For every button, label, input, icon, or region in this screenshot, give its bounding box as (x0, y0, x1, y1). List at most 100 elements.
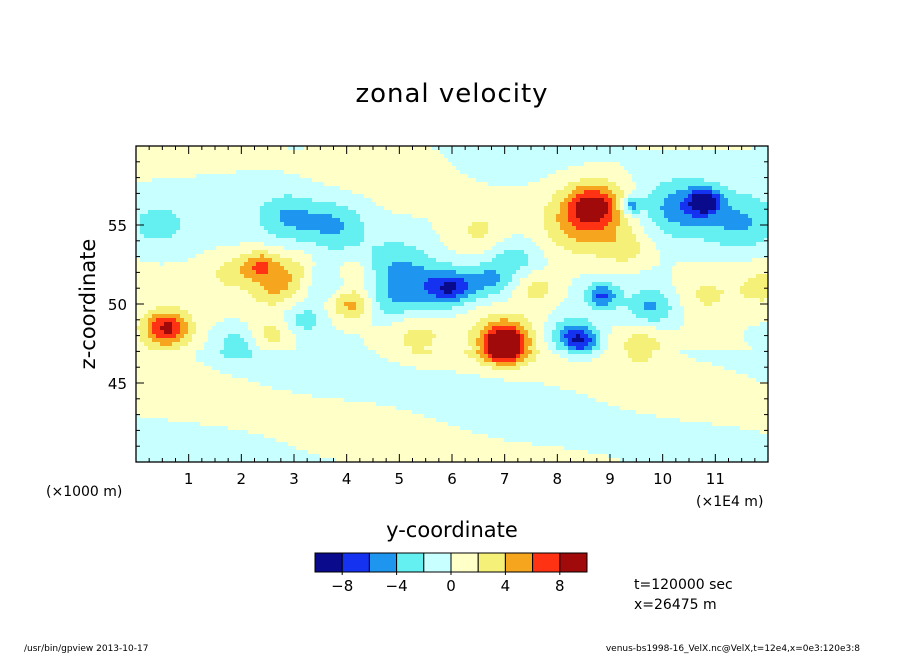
heatmap-cell (640, 182, 645, 187)
heatmap-cell (268, 258, 273, 263)
heatmap-cell (368, 186, 373, 191)
heatmap-cell (356, 226, 361, 231)
heatmap-cell (352, 162, 357, 167)
heatmap-cell (688, 218, 693, 223)
heatmap-cell (744, 222, 749, 227)
heatmap-cell (252, 218, 257, 223)
heatmap-cell (292, 178, 297, 183)
heatmap-cell (676, 234, 681, 239)
heatmap-cell (192, 218, 197, 223)
heatmap-cell (296, 178, 301, 183)
heatmap-cell (160, 254, 165, 259)
heatmap-cell (464, 242, 469, 247)
heatmap-cell (636, 206, 641, 211)
heatmap-cell (628, 154, 633, 159)
heatmap-cell (700, 170, 705, 175)
heatmap-cell (552, 266, 557, 271)
heatmap-cell (344, 170, 349, 175)
heatmap-cell (704, 214, 709, 219)
heatmap-cell (504, 186, 509, 191)
heatmap-cell (256, 254, 261, 259)
heatmap-cell (484, 198, 489, 203)
heatmap-cell (464, 254, 469, 259)
heatmap-cell (156, 206, 161, 211)
heatmap-cell (636, 178, 641, 183)
heatmap-cell (704, 178, 709, 183)
heatmap-cell (624, 206, 629, 211)
heatmap-cell (176, 178, 181, 183)
heatmap-cell (572, 174, 577, 179)
heatmap-cell (168, 226, 173, 231)
heatmap-cell (456, 158, 461, 163)
heatmap-cell (420, 174, 425, 179)
heatmap-cell (140, 242, 145, 247)
heatmap-cell (648, 230, 653, 235)
heatmap-cell (700, 206, 705, 211)
heatmap-cell (576, 250, 581, 255)
heatmap-cell (500, 202, 505, 207)
heatmap-cell (676, 250, 681, 255)
heatmap-cell (212, 170, 217, 175)
heatmap-cell (580, 198, 585, 203)
heatmap-cell (640, 186, 645, 191)
heatmap-cell (580, 230, 585, 235)
heatmap-cell (444, 210, 449, 215)
heatmap-cell (264, 202, 269, 207)
heatmap-cell (312, 158, 317, 163)
heatmap-cell (652, 262, 657, 267)
heatmap-cell (168, 214, 173, 219)
heatmap-cell (252, 262, 257, 267)
heatmap-cell (292, 194, 297, 199)
heatmap-cell (448, 154, 453, 159)
heatmap-cell (404, 254, 409, 259)
heatmap-cell (644, 186, 649, 191)
heatmap-cell (584, 146, 589, 151)
heatmap-cell (168, 198, 173, 203)
heatmap-cell (688, 250, 693, 255)
heatmap-cell (400, 210, 405, 215)
heatmap-cell (160, 258, 165, 263)
heatmap-cell (280, 246, 285, 251)
heatmap-cell (728, 226, 733, 231)
heatmap-cell (552, 246, 557, 251)
heatmap-cell (676, 146, 681, 151)
heatmap-cell (436, 174, 441, 179)
heatmap-cell (316, 250, 321, 255)
heatmap-cell (636, 162, 641, 167)
heatmap-cell (664, 166, 669, 171)
heatmap-cell (308, 258, 313, 263)
heatmap-cell (724, 210, 729, 215)
heatmap-cell (160, 210, 165, 215)
heatmap-cell (648, 226, 653, 231)
heatmap-cell (272, 258, 277, 263)
heatmap-cell (404, 178, 409, 183)
heatmap-cell (160, 150, 165, 155)
heatmap-cell (400, 158, 405, 163)
heatmap-cell (196, 182, 201, 187)
heatmap-cell (180, 158, 185, 163)
heatmap-cell (612, 262, 617, 267)
heatmap-cell (204, 150, 209, 155)
heatmap-cell (372, 242, 377, 247)
heatmap-cell (724, 214, 729, 219)
heatmap-cell (472, 162, 477, 167)
heatmap-cell (400, 242, 405, 247)
heatmap-cell (560, 162, 565, 167)
heatmap-cell (516, 246, 521, 251)
heatmap-cell (572, 170, 577, 175)
heatmap-cell (148, 238, 153, 243)
heatmap-cell (760, 238, 765, 243)
heatmap-cell (312, 154, 317, 159)
heatmap-cell (276, 170, 281, 175)
heatmap-cell (172, 234, 177, 239)
heatmap-cell (260, 154, 265, 159)
heatmap-cell (456, 162, 461, 167)
heatmap-cell (736, 210, 741, 215)
heatmap-cell (384, 202, 389, 207)
heatmap-cell (192, 246, 197, 251)
heatmap-cell (540, 210, 545, 215)
heatmap-cell (444, 162, 449, 167)
heatmap-cell (188, 198, 193, 203)
heatmap-cell (252, 170, 257, 175)
heatmap-cell (136, 242, 141, 247)
